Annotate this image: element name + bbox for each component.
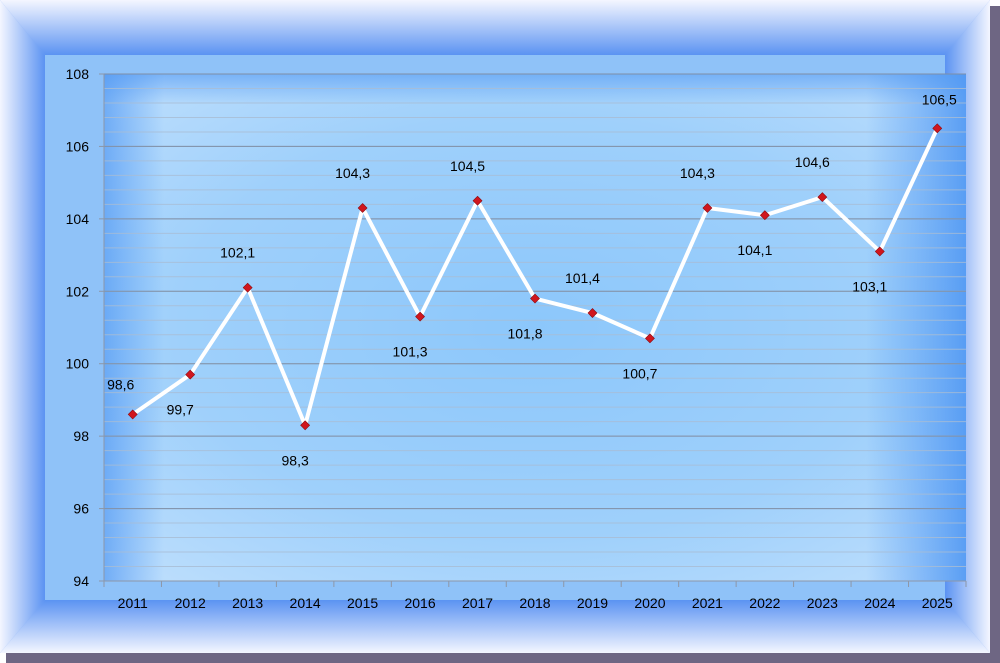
x-tick-label: 2012: [175, 595, 206, 611]
data-point-marker: [185, 369, 196, 380]
x-tick-label: 2011: [118, 595, 148, 611]
series-markers: [127, 123, 943, 431]
x-tick-label: 2021: [692, 595, 723, 611]
x-tick-label: 2016: [404, 595, 435, 611]
data-point-marker: [645, 333, 655, 344]
data-label: 98,6: [107, 376, 134, 392]
y-tick-label: 102: [66, 283, 90, 299]
axes: [99, 73, 967, 587]
x-tick-label: 2017: [462, 595, 493, 611]
x-tick-label: 2024: [864, 595, 895, 611]
frame-left-bevel: [0, 0, 45, 653]
data-label: 98,3: [282, 452, 309, 468]
data-point-marker: [357, 203, 368, 213]
data-label: 101,3: [393, 344, 428, 360]
data-point-marker: [242, 282, 253, 293]
data-point-marker: [530, 293, 540, 304]
data-label: 104,5: [450, 158, 485, 174]
y-tick-label: 100: [66, 356, 90, 372]
data-label: 102,1: [220, 245, 255, 261]
data-labels: 98,6 99,7 102,1 98,3 104,3 101,3 104,5 101,8 101…: [107, 91, 957, 468]
x-tick-label: 2013: [232, 595, 263, 611]
data-label: 101,8: [507, 326, 542, 342]
data-label: 99,7: [167, 402, 194, 418]
data-label: 103,1: [852, 278, 887, 294]
data-point-marker: [472, 195, 483, 206]
x-tick-label: 2014: [290, 595, 321, 611]
y-tick-label: 94: [73, 573, 89, 589]
y-tick-label: 98: [73, 428, 89, 444]
data-point-marker: [817, 192, 828, 203]
data-label: 104,3: [335, 165, 370, 181]
plot-edge-top: [104, 74, 966, 104]
data-point-marker: [415, 311, 425, 322]
data-label: 104,1: [737, 242, 772, 258]
plot-edge-right: [866, 74, 966, 581]
frame-bottom-bevel: [0, 600, 990, 653]
x-tick-label: 2019: [577, 595, 608, 611]
data-label: 101,4: [565, 270, 600, 286]
data-point-marker: [874, 246, 885, 257]
data-label: 100,7: [622, 365, 657, 381]
data-point-marker: [587, 308, 598, 318]
data-label: 106,5: [922, 91, 957, 107]
plot-edge-left: [104, 74, 164, 581]
x-tick-label: 2022: [749, 595, 780, 611]
x-tick-label: 2025: [922, 595, 953, 611]
data-label: 104,6: [795, 154, 830, 170]
y-tick-label: 96: [73, 501, 89, 517]
frame-top-bevel: [0, 0, 990, 55]
data-point-marker: [932, 123, 943, 134]
data-point-marker: [127, 409, 138, 420]
y-tick-label: 104: [66, 211, 90, 227]
x-tick-label: 2020: [634, 595, 665, 611]
data-point-marker: [759, 210, 770, 221]
data-point-marker: [300, 420, 311, 431]
x-tick-label: 2023: [807, 595, 838, 611]
y-axis-tick-labels: 94 96 98 100 102 104 106 108: [66, 66, 90, 589]
data-point-marker: [702, 203, 713, 213]
data-label: 104,3: [680, 165, 715, 181]
y-tick-label: 108: [66, 66, 90, 82]
x-tick-label: 2015: [347, 595, 378, 611]
x-axis-tick-labels: 2011 2012 2013 2014 2015 2016 2017 2018 2019 2020…: [118, 595, 953, 611]
x-tick-label: 2018: [519, 595, 550, 611]
plot-area: [104, 74, 966, 581]
y-tick-label: 106: [66, 138, 90, 154]
